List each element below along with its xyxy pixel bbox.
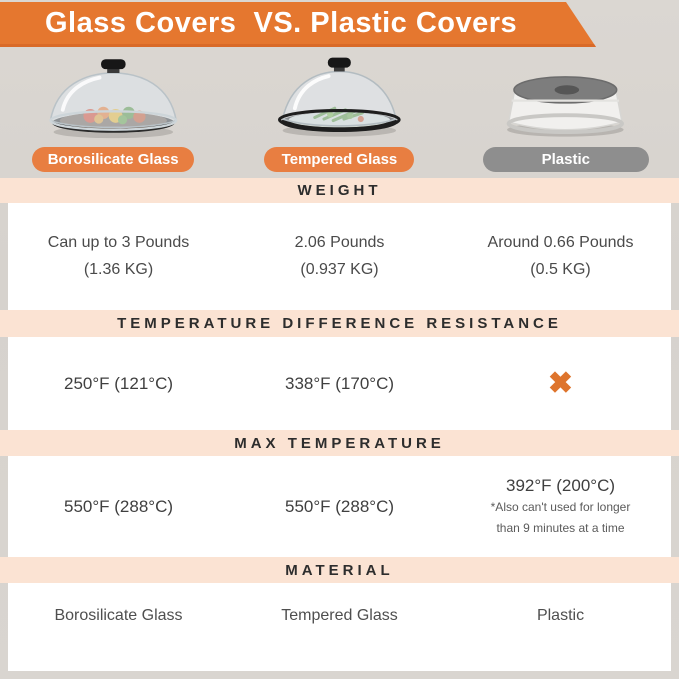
temp-difference-row: 250°F (121°C) 338°F (170°C) ✖ — [8, 337, 671, 430]
temp-diff-cell-plastic: ✖ — [450, 337, 671, 430]
max-temp-cell-plastic: 392°F (200°C) *Also can't used for longe… — [450, 456, 671, 557]
material-value: Tempered Glass — [281, 607, 398, 624]
temp-diff-cell-borosilicate: 250°F (121°C) — [8, 337, 229, 430]
temp-diff-cell-tempered: 338°F (170°C) — [229, 337, 450, 430]
section-header-weight: WEIGHT — [0, 178, 679, 203]
product-column-borosilicate: Borosilicate Glass — [0, 48, 226, 178]
weight-value: Around 0.66 Pounds — [487, 234, 634, 252]
material-row: Borosilicate Glass Tempered Glass Plasti… — [8, 583, 671, 671]
weight-value: 2.06 Pounds — [294, 234, 385, 252]
section-header-material: MATERIAL — [0, 557, 679, 583]
max-temp-cell-tempered: 550°F (288°C) — [229, 456, 450, 557]
product-badge-borosilicate: Borosilicate Glass — [32, 147, 195, 172]
products-row: Borosilicate Glass Tempered Glass — [0, 48, 679, 178]
product-badge-label: Tempered Glass — [281, 151, 398, 168]
page-title: Glass Covers VS. Plastic Covers — [45, 6, 518, 39]
product-badge-label: Borosilicate Glass — [47, 151, 179, 168]
section-title: MATERIAL — [285, 561, 394, 579]
weight-value-kg: (0.5 KG) — [530, 260, 591, 278]
max-temp-value: 392°F (200°C) — [505, 476, 616, 496]
section-header-max-temperature: MAX TEMPERATURE — [0, 430, 679, 456]
section-title: MAX TEMPERATURE — [234, 434, 445, 452]
title-banner: Glass Covers VS. Plastic Covers — [0, 2, 596, 47]
material-cell-plastic: Plastic — [450, 583, 671, 671]
bottom-margin — [0, 671, 679, 679]
product-column-tempered: Tempered Glass — [226, 48, 452, 178]
product-badge-label: Plastic — [541, 151, 590, 168]
plastic-cover-image — [507, 76, 625, 137]
max-temperature-row: 550°F (288°C) 550°F (288°C) 392°F (200°C… — [8, 456, 671, 557]
weight-row: Can up to 3 Pounds (1.36 KG) 2.06 Pounds… — [8, 203, 671, 310]
max-temp-footnote-line2: than 9 minutes at a time — [496, 520, 625, 535]
material-cell-tempered: Tempered Glass — [229, 583, 450, 671]
max-temp-footnote-line1: *Also can't used for longer — [490, 500, 631, 515]
cross-mark-icon: ✖ — [547, 366, 574, 400]
weight-value-kg: (0.937 KG) — [300, 260, 379, 278]
weight-value: Can up to 3 Pounds — [47, 234, 190, 252]
product-column-plastic: Plastic — [453, 48, 679, 178]
header-zone: Glass Covers VS. Plastic Covers — [0, 0, 679, 48]
product-badge-tempered: Tempered Glass — [264, 147, 415, 172]
material-value: Plastic — [536, 607, 585, 624]
product-badge-plastic: Plastic — [482, 147, 649, 172]
weight-cell-plastic: Around 0.66 Pounds (0.5 KG) — [450, 203, 671, 310]
tempered-glass-cover-image — [278, 57, 401, 137]
max-temp-value: 550°F (288°C) — [63, 496, 174, 516]
temp-diff-value: 338°F (170°C) — [284, 373, 395, 393]
section-header-temp-difference: TEMPERATURE DIFFERENCE RESISTANCE — [0, 310, 679, 337]
max-temp-cell-borosilicate: 550°F (288°C) — [8, 456, 229, 557]
temp-diff-value: 250°F (121°C) — [63, 373, 174, 393]
weight-value-kg: (1.36 KG) — [83, 260, 154, 278]
weight-cell-borosilicate: Can up to 3 Pounds (1.36 KG) — [8, 203, 229, 310]
section-title: WEIGHT — [297, 182, 382, 199]
max-temp-value: 550°F (288°C) — [284, 496, 395, 516]
material-cell-borosilicate: Borosilicate Glass — [8, 583, 229, 671]
weight-cell-tempered: 2.06 Pounds (0.937 KG) — [229, 203, 450, 310]
borosilicate-glass-cover-image — [49, 59, 178, 139]
material-value: Borosilicate Glass — [54, 607, 183, 624]
section-title: TEMPERATURE DIFFERENCE RESISTANCE — [117, 315, 562, 332]
